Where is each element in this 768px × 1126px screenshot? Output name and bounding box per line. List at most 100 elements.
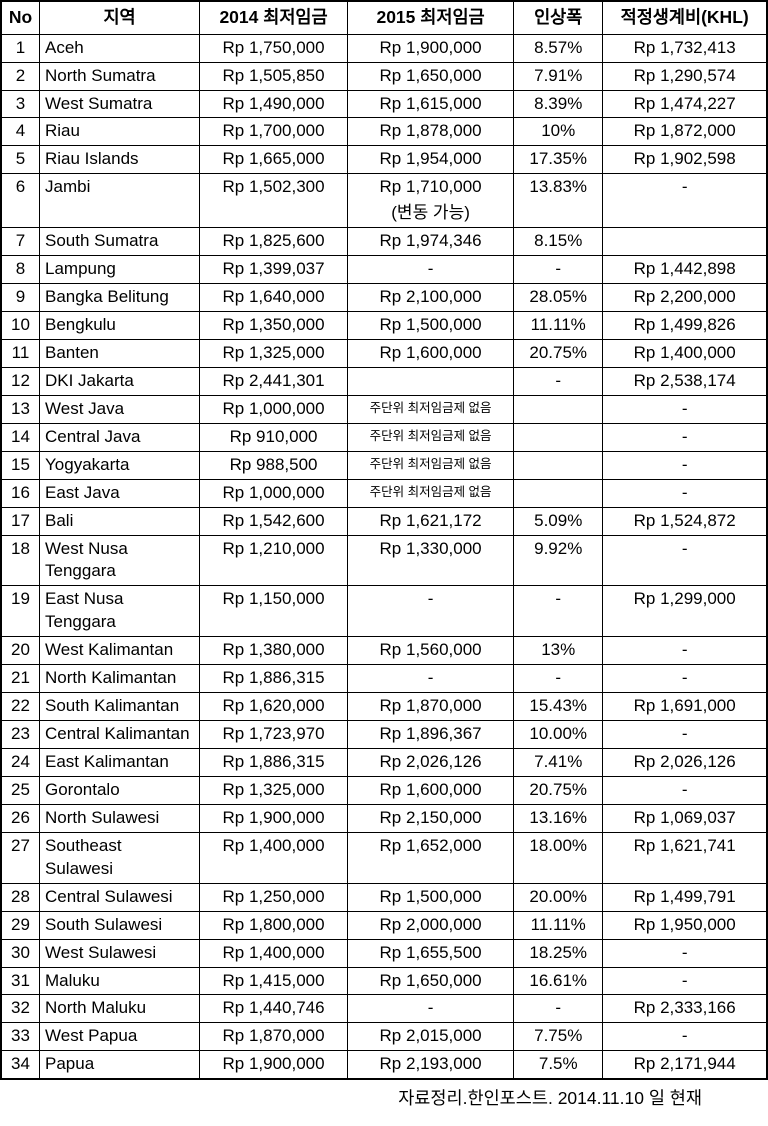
cell-khl: Rp 1,290,574	[602, 61, 768, 91]
cell-increase: -	[513, 664, 604, 694]
cell-khl: Rp 1,499,791	[602, 882, 768, 912]
cell-wage-2014: Rp 1,380,000	[199, 636, 348, 666]
table-row: 3 West Sumatra Rp 1,490,000 Rp 1,615,000 8.3…	[0, 89, 768, 119]
cell-increase: -	[513, 255, 604, 285]
table-row: 27 Southeast Sulawesi Rp 1,400,000 Rp 1,652…	[0, 831, 768, 884]
table-row: 16 East Java Rp 1,000,000 주단위 최저임금제 없음 -	[0, 478, 768, 508]
cell-increase: 5.09%	[513, 506, 604, 536]
cell-increase: 10%	[513, 117, 604, 147]
cell-wage-2015: Rp 1,600,000	[346, 338, 515, 368]
cell-region: Gorontalo	[38, 775, 201, 805]
cell-wage-2015: Rp 2,015,000	[346, 1022, 515, 1052]
table-header-row: No 지역 2014 최저임금 2015 최저임금 인상폭 적정생계비(KHL)	[0, 0, 768, 35]
cell-no: 15	[0, 450, 40, 480]
cell-no: 29	[0, 910, 40, 940]
cell-khl: Rp 1,621,741	[602, 831, 768, 884]
cell-wage-2014: Rp 1,400,000	[199, 831, 348, 884]
cell-wage-2014: Rp 1,350,000	[199, 311, 348, 340]
cell-wage-2014: Rp 1,640,000	[199, 283, 348, 312]
cell-wage-2015: Rp 1,974,346	[346, 227, 515, 257]
cell-region: South Kalimantan	[38, 692, 201, 722]
cell-no: 16	[0, 478, 40, 508]
table-row: 4 Riau Rp 1,700,000 Rp 1,878,000 10% Rp 1,872…	[0, 117, 768, 147]
cell-wage-2014: Rp 1,210,000	[199, 534, 348, 587]
cell-wage-2014: Rp 2,441,301	[199, 366, 348, 396]
cell-khl: Rp 2,200,000	[602, 283, 768, 312]
cell-khl: -	[602, 394, 768, 424]
cell-wage-2014: Rp 1,399,037	[199, 255, 348, 285]
cell-region: Yogyakarta	[38, 450, 201, 480]
header-khl: 적정생계비(KHL)	[602, 0, 768, 35]
cell-khl: Rp 1,069,037	[602, 803, 768, 833]
table-row: 2 North Sumatra Rp 1,505,850 Rp 1,650,000 7.…	[0, 61, 768, 91]
cell-no: 21	[0, 664, 40, 694]
table-row: 9 Bangka Belitung Rp 1,640,000 Rp 2,100,000…	[0, 283, 768, 312]
cell-wage-2015: Rp 2,100,000	[346, 283, 515, 312]
cell-wage-2014: Rp 1,000,000	[199, 394, 348, 424]
cell-khl: -	[602, 173, 768, 229]
table-row: 31 Maluku Rp 1,415,000 Rp 1,650,000 16.61% -	[0, 966, 768, 996]
cell-khl: -	[602, 450, 768, 480]
cell-increase	[513, 394, 604, 424]
cell-increase: -	[513, 585, 604, 638]
header-wage-2015: 2015 최저임금	[346, 0, 515, 35]
cell-increase: 20.00%	[513, 882, 604, 912]
cell-wage-2015: -	[346, 585, 515, 638]
cell-wage-2014: Rp 1,800,000	[199, 910, 348, 940]
cell-increase	[513, 450, 604, 480]
cell-wage-2015: Rp 1,710,000 (변동 가능)	[346, 173, 515, 229]
cell-khl: -	[602, 1022, 768, 1052]
cell-khl: Rp 1,872,000	[602, 117, 768, 147]
cell-region: West Kalimantan	[38, 636, 201, 666]
cell-wage-2014: Rp 1,723,970	[199, 720, 348, 749]
cell-region: West Nusa Tenggara	[38, 534, 201, 587]
wage-2015-subnote: (변동 가능)	[391, 203, 470, 223]
cell-wage-2015: Rp 1,655,500	[346, 938, 515, 968]
cell-khl: -	[602, 720, 768, 749]
cell-wage-2015: 주단위 최저임금제 없음	[346, 450, 515, 480]
table-row: 20 West Kalimantan Rp 1,380,000 Rp 1,560,00…	[0, 636, 768, 666]
cell-no: 22	[0, 692, 40, 722]
cell-increase: 11.11%	[513, 311, 604, 340]
cell-region: South Sumatra	[38, 227, 201, 257]
cell-khl: -	[602, 636, 768, 666]
cell-wage-2014: Rp 1,542,600	[199, 506, 348, 536]
cell-wage-2015: 주단위 최저임금제 없음	[346, 478, 515, 508]
cell-no: 2	[0, 61, 40, 91]
cell-increase: 7.41%	[513, 748, 604, 777]
cell-region: West Sumatra	[38, 89, 201, 119]
cell-increase: 7.91%	[513, 61, 604, 91]
cell-khl: Rp 1,524,872	[602, 506, 768, 536]
cell-no: 32	[0, 994, 40, 1024]
cell-wage-2014: Rp 1,900,000	[199, 1050, 348, 1080]
cell-wage-2014: Rp 1,505,850	[199, 61, 348, 91]
cell-region: Southeast Sulawesi	[38, 831, 201, 884]
cell-khl: -	[602, 775, 768, 805]
cell-no: 14	[0, 422, 40, 452]
cell-increase: 20.75%	[513, 338, 604, 368]
cell-region: South Sulawesi	[38, 910, 201, 940]
cell-khl: Rp 1,950,000	[602, 910, 768, 940]
cell-region: North Sumatra	[38, 61, 201, 91]
table-row: 25 Gorontalo Rp 1,325,000 Rp 1,600,000 20.75…	[0, 775, 768, 805]
cell-wage-2015: Rp 1,652,000	[346, 831, 515, 884]
cell-no: 4	[0, 117, 40, 147]
cell-wage-2015: Rp 1,330,000	[346, 534, 515, 587]
cell-increase: 18.25%	[513, 938, 604, 968]
cell-wage-2014: Rp 1,325,000	[199, 775, 348, 805]
cell-no: 18	[0, 534, 40, 587]
cell-wage-2015: Rp 2,150,000	[346, 803, 515, 833]
no-weekly-minimum-note: 주단위 최저임금제 없음	[369, 484, 492, 499]
cell-wage-2015: Rp 1,650,000	[346, 61, 515, 91]
header-wage-2014: 2014 최저임금	[199, 0, 348, 35]
cell-no: 3	[0, 89, 40, 119]
cell-no: 19	[0, 585, 40, 638]
cell-wage-2014: Rp 1,400,000	[199, 938, 348, 968]
cell-wage-2014: Rp 1,700,000	[199, 117, 348, 147]
cell-no: 34	[0, 1050, 40, 1080]
cell-region: Riau	[38, 117, 201, 147]
cell-khl: Rp 1,442,898	[602, 255, 768, 285]
cell-wage-2015: Rp 1,900,000	[346, 33, 515, 63]
table-row: 13 West Java Rp 1,000,000 주단위 최저임금제 없음 -	[0, 394, 768, 424]
